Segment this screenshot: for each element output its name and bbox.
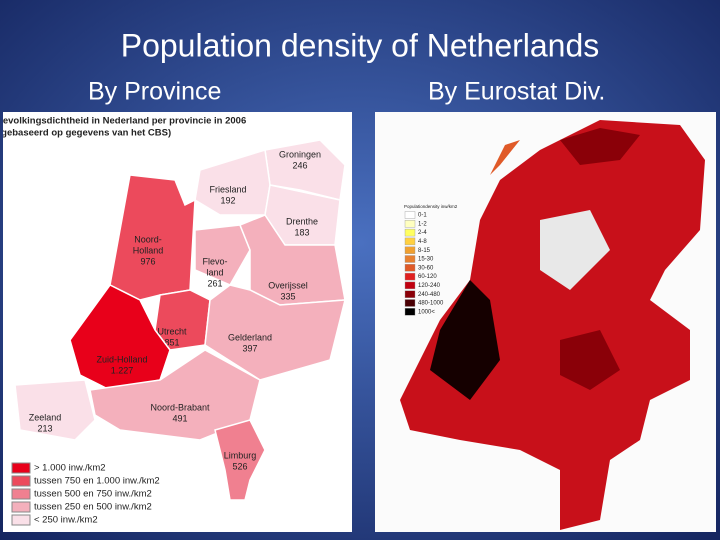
- legend-swatch: [404, 308, 416, 316]
- legend-label: tussen 500 en 750 inw./km2: [34, 489, 152, 500]
- dense-region: [430, 280, 500, 400]
- legend-label: 240-480: [418, 292, 441, 298]
- legend-swatch: [404, 255, 416, 263]
- legend-label: 1-2: [418, 221, 427, 227]
- legend-label: 60-120: [418, 274, 437, 280]
- legend-swatch: [404, 299, 416, 307]
- legend-swatch: [404, 264, 416, 272]
- map-header: Bevolkingsdichtheid in Nederland per pro…: [0, 116, 246, 127]
- right-subtitle: By Eurostat Div.: [428, 78, 605, 106]
- legend-swatch: [404, 220, 416, 228]
- legend-title: Populationdensity inw/km2: [404, 204, 458, 209]
- legend-swatch: [404, 281, 416, 290]
- legend-label: tussen 250 en 500 inw./km2: [34, 502, 152, 513]
- legend-label: > 1.000 inw./km2: [34, 463, 106, 474]
- province-name: Zuid-Holland: [96, 354, 147, 364]
- legend-label: 30-60: [418, 265, 434, 271]
- legend-swatch: [404, 246, 416, 254]
- legend-label: < 250 inw./km2: [34, 515, 98, 526]
- left-subtitle: By Province: [88, 78, 221, 106]
- legend-swatch: [11, 475, 31, 487]
- water: [540, 210, 610, 290]
- province-name: Drenthe: [286, 216, 318, 226]
- dense-region: [560, 128, 640, 165]
- legend-label: 480-1000: [418, 301, 444, 307]
- province-name: Noord-: [134, 234, 162, 244]
- legend-swatch: [404, 228, 416, 237]
- province-name: land: [206, 267, 223, 277]
- legend-swatch: [404, 290, 416, 298]
- country-shape: [400, 120, 705, 530]
- province-name: Limburg: [224, 450, 257, 460]
- province-name: Utrecht: [157, 326, 187, 336]
- province-density: 192: [220, 195, 235, 205]
- province-name: Zeeland: [29, 412, 62, 422]
- legend-label: 8-15: [418, 248, 431, 254]
- legend-swatch: [11, 488, 31, 500]
- legend-swatch: [404, 237, 416, 246]
- province-density: 261: [207, 278, 222, 288]
- province-name: Overijssel: [268, 280, 308, 290]
- legend-label: 120-240: [418, 283, 441, 289]
- legend-swatch: [404, 211, 416, 219]
- province-density: 851: [164, 337, 179, 347]
- legend-label: 15-30: [418, 257, 434, 263]
- legend-label: 2-4: [418, 230, 427, 236]
- legend-swatch: [404, 272, 416, 281]
- legend-swatch: [11, 514, 31, 526]
- legend-label: 0-1: [418, 213, 427, 219]
- eurostat-map: Populationdensity inw/km2 0-1 1-2 2-4 4-8 8-1…: [375, 112, 716, 532]
- province-density: 183: [294, 227, 309, 237]
- legend-swatch: [11, 501, 31, 513]
- province-density: 397: [242, 343, 257, 353]
- province-density: 335: [280, 291, 295, 301]
- legend-label: 4-8: [418, 239, 427, 245]
- legend-swatch: [11, 462, 31, 474]
- legend-label: 1000<: [418, 309, 435, 315]
- province-name: Gelderland: [228, 332, 272, 342]
- province-density: 1.227: [111, 365, 134, 375]
- province-name: Groningen: [279, 149, 321, 159]
- province-density: 213: [37, 423, 52, 433]
- province-name: Holland: [133, 245, 164, 255]
- province-density: 976: [140, 256, 155, 266]
- dense-region: [560, 330, 620, 390]
- province-density: 491: [172, 413, 187, 423]
- slide-title: Population density of Netherlands: [121, 27, 600, 63]
- province-density: 526: [232, 461, 247, 471]
- map-header: (gebaseerd op gegevens van het CBS): [0, 128, 171, 139]
- province: [214, 419, 266, 501]
- province-name: Friesland: [209, 184, 246, 194]
- province: [204, 284, 346, 381]
- province-name: Flevo-: [202, 256, 227, 266]
- province-map: Bevolkingsdichtheid in Nederland per pro…: [0, 112, 352, 532]
- province-name: Noord-Brabant: [150, 402, 210, 412]
- legend-label: tussen 750 en 1.000 inw./km2: [34, 476, 160, 487]
- province: [194, 224, 251, 286]
- province-density: 246: [292, 160, 307, 170]
- island: [490, 140, 520, 175]
- province: [14, 379, 96, 441]
